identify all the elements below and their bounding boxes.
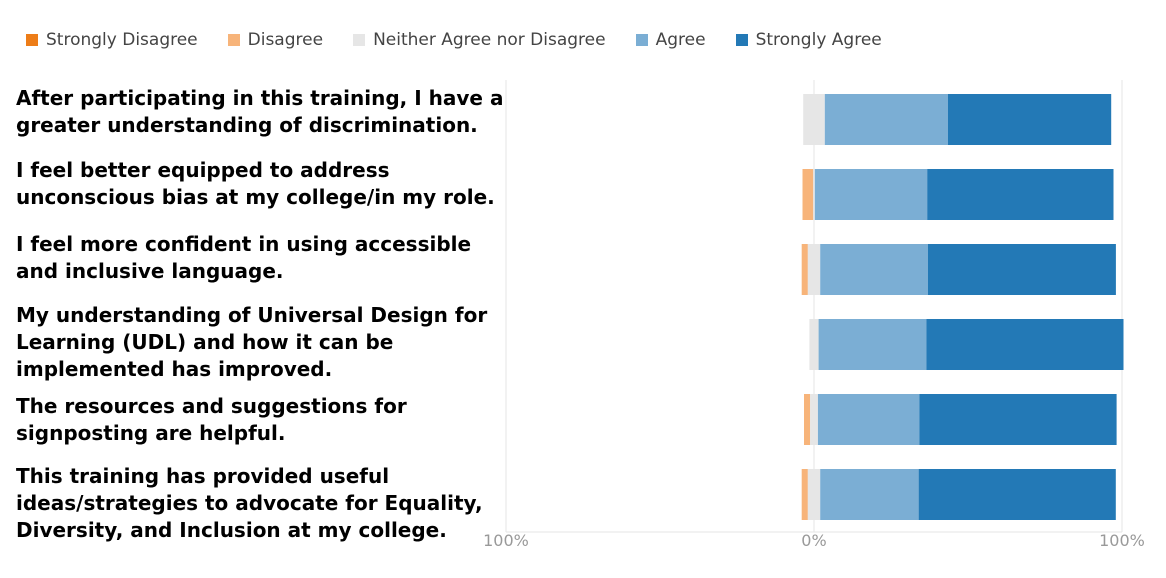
bar-agree [824, 94, 948, 145]
question-label: I feel more confident in using accessibl… [16, 232, 472, 283]
question-label: My understanding of Universal Design for… [16, 303, 488, 381]
bar-agree [817, 394, 920, 445]
chart-legend: Strongly Disagree Disagree Neither Agree n… [26, 28, 912, 52]
bar-strongly-agree [926, 319, 1124, 370]
bar-neither-agree-nor-disagree [810, 394, 818, 445]
bar-agree [814, 169, 928, 220]
legend-swatch [26, 34, 38, 46]
question-label: I feel better equipped to address uncons… [16, 158, 495, 209]
x-tick-label: 0% [801, 531, 826, 550]
legend-item-strongly-agree: Strongly Agree [735, 30, 882, 50]
bar-neither-agree-nor-disagree [807, 244, 821, 295]
bar-agree [820, 244, 928, 295]
bar-strongly-agree [919, 394, 1117, 445]
legend-swatch [227, 34, 240, 46]
legend-item-disagree: Disagree [227, 30, 324, 50]
bar-neither-agree-nor-disagree [803, 94, 825, 145]
bar-disagree [804, 394, 811, 445]
question-label: The resources and suggestions for signpo… [16, 394, 407, 445]
question-label: This training has provided useful ideas/… [16, 464, 483, 542]
bar-strongly-agree [928, 244, 1116, 295]
legend-swatch [735, 34, 748, 46]
legend-label: Strongly Disagree [46, 30, 198, 50]
legend-label: Agree [655, 30, 706, 50]
bar-disagree [801, 244, 808, 295]
bar-disagree [802, 169, 814, 220]
bar-neither-agree-nor-disagree [813, 169, 815, 220]
bar-disagree [801, 469, 808, 520]
legend-swatch [635, 34, 648, 46]
bar-agree [820, 469, 919, 520]
bar-strongly-agree [948, 94, 1112, 145]
legend-swatch [353, 34, 366, 46]
legend-label: Disagree [247, 30, 324, 50]
x-tick-label: 100% [1099, 531, 1145, 550]
legend-label: Strongly Agree [755, 30, 882, 50]
bar-agree [818, 319, 927, 370]
bar-neither-agree-nor-disagree [809, 319, 819, 370]
bar-neither-agree-nor-disagree [807, 469, 821, 520]
x-tick-label: 100% [483, 531, 529, 550]
legend-item-neither-agree-nor-disagree: Neither Agree nor Disagree [353, 30, 606, 50]
legend-item-strongly-disagree: Strongly Disagree [26, 30, 198, 50]
bar-strongly-agree [927, 169, 1114, 220]
legend-item-agree: Agree [635, 30, 706, 50]
question-label: After participating in this training, I … [16, 86, 504, 137]
bar-strongly-agree [918, 469, 1116, 520]
legend-label: Neither Agree nor Disagree [373, 30, 606, 50]
